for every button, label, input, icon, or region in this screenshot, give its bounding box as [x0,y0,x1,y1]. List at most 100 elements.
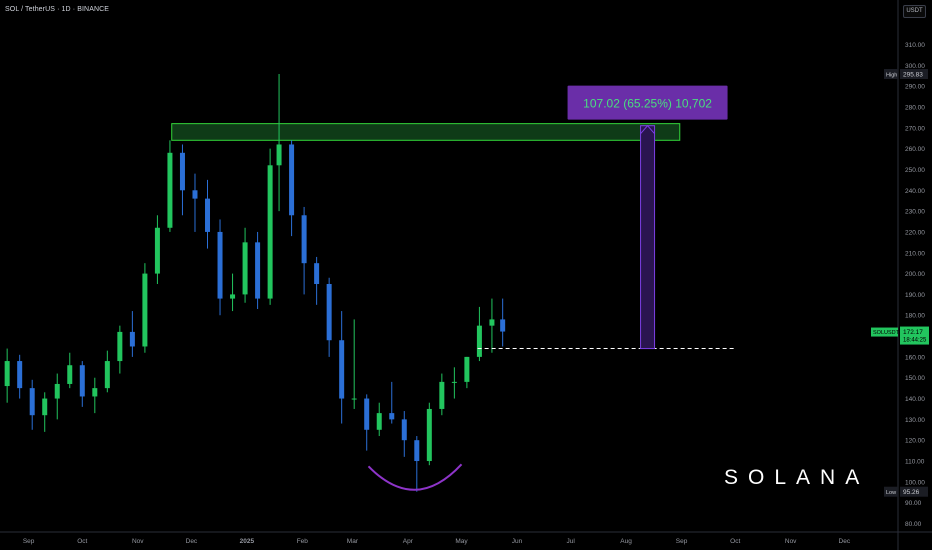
price-tick-label: 140.00 [905,396,925,403]
candle-body [314,263,320,284]
high-value: 295.83 [903,71,923,78]
candle-body [17,361,23,389]
candle-body [67,365,73,384]
time-tick-label: Oct [730,538,740,545]
candle-body [217,231,223,299]
high-tag [884,69,898,80]
price-tick-label: 190.00 [905,292,925,299]
candle-body [205,198,211,232]
candle-body [489,319,495,326]
time-tick-label: May [455,538,468,545]
time-tick-label: Nov [132,538,144,545]
low-value: 95.26 [903,489,920,496]
candle-body [500,319,506,332]
candle-body [167,152,173,228]
time-tick-label: Feb [297,538,309,545]
price-tick-label: 160.00 [905,354,925,361]
price-tick-label: 240.00 [905,188,925,195]
time-tick-label: 2025 [240,538,255,545]
last-price-tag [900,326,929,345]
symbol-title[interactable]: SOL / TetherUS · 1D · BINANCE [5,6,110,13]
price-tick-label: 210.00 [905,250,925,257]
candle-body [117,331,123,362]
high-label: High [886,72,897,78]
measure-label: 107.02 (65.25%) 10,702 [583,97,712,111]
candle-body [351,398,357,400]
time-tick-label: Sep [23,538,35,545]
countdown: 18:44:25 [903,338,927,344]
candle-body [276,144,282,166]
candle-body [255,242,261,299]
low-label: Low [886,490,896,496]
candle-body [129,331,135,347]
time-tick-label: Jun [512,538,523,545]
resistance-zone [171,123,681,141]
symbol-label: SOLUSDT [873,330,900,336]
candle-body [104,361,110,389]
currency-button[interactable]: USDT [903,5,926,18]
candle-body [401,419,407,441]
price-tick-label: 230.00 [905,209,925,216]
brand-watermark: SOLANA [724,466,870,489]
time-tick-label: Nov [785,538,797,545]
rounded-bottom-arc [367,463,463,491]
candle-body [476,325,482,357]
measure-label-box [567,85,728,120]
price-tick-label: 80.00 [905,521,922,528]
low-value-tag [900,486,928,497]
low-tag [884,486,898,497]
last-price: 172.17 [903,329,923,336]
symbol-tag [871,327,898,337]
candle-body [301,215,307,264]
candle-body [389,413,395,420]
candle-body [439,381,445,409]
candle-body [154,227,160,274]
price-tick-label: 270.00 [905,125,925,132]
time-tick-label: Oct [77,538,87,545]
candle-body [4,361,10,387]
candle-body [42,398,48,416]
candle-body [242,242,248,295]
candle-body [230,294,236,299]
price-tick-label: 260.00 [905,146,925,153]
time-tick-label: Aug [620,538,632,545]
price-tick-label: 150.00 [905,375,925,382]
candle-body [289,144,295,216]
candle-body [142,273,148,347]
candle-body [267,165,273,299]
price-tick-label: 110.00 [905,459,925,466]
measure-arrowhead [640,124,655,135]
time-tick-label: Jul [566,538,575,545]
candle-body [192,190,198,199]
high-value-tag [900,69,928,80]
candle-body [414,440,420,462]
candle-body [92,388,98,397]
time-tick-label: Dec [186,538,198,545]
time-tick-label: Dec [839,538,851,545]
time-tick-label: Mar [347,538,359,545]
candle-body [29,388,35,416]
candle-body [364,398,370,430]
price-tick-label: 220.00 [905,229,925,236]
price-tick-label: 280.00 [905,104,925,111]
price-tick-label: 90.00 [905,500,922,507]
candle-body [326,284,332,341]
price-tick-label: 180.00 [905,313,925,320]
candle-body [451,381,457,383]
price-tick-label: 120.00 [905,438,925,445]
price-tick-label: 250.00 [905,167,925,174]
candle-body [54,383,60,399]
time-tick-label: Apr [403,538,414,545]
time-tick-label: Sep [676,538,688,545]
price-tick-label: 100.00 [905,479,925,486]
candle-body [464,356,470,382]
candle-body [79,365,85,397]
price-tick-label: 130.00 [905,417,925,424]
price-tick-label: 290.00 [905,84,925,91]
candle-body [179,152,185,191]
candle-body [376,413,382,430]
candle-body [426,408,432,462]
candle-body [339,340,345,399]
